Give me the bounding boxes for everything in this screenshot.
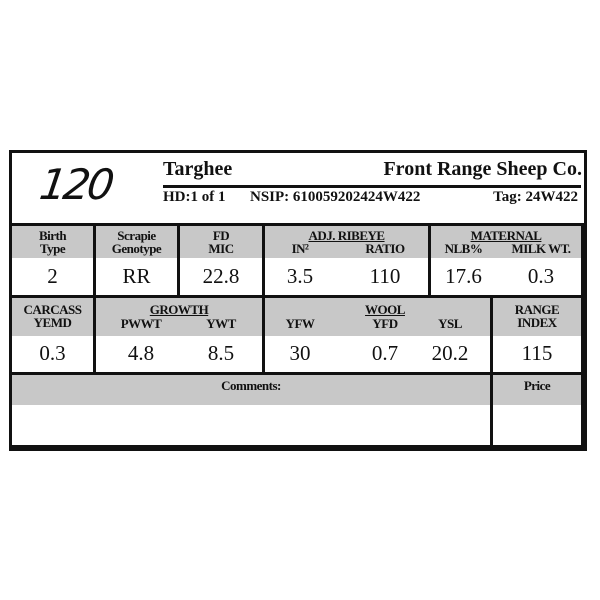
yfw-label: YFW <box>285 316 315 331</box>
nlb-label: NLB% <box>444 241 483 256</box>
fd-mic-value: 22.8 <box>202 264 240 288</box>
growth-group: GROWTH <box>149 302 209 317</box>
in2-value: 3.5 <box>286 264 314 288</box>
scrapie-cell: Scrapie Genotype RR <box>93 223 180 298</box>
wool-cell: WOOL YFW YFD YSL 30 0.7 20.2 <box>262 295 493 375</box>
label: RANGE <box>514 302 560 317</box>
price-label: Price <box>523 378 551 393</box>
ratio-value: 110 <box>369 264 401 288</box>
ywt-label: YWT <box>206 316 236 331</box>
nlb-value: 17.6 <box>445 264 482 288</box>
ysl-label: YSL <box>438 316 462 331</box>
ratio-label: RATIO <box>365 241 405 256</box>
label: Birth <box>38 228 67 243</box>
range-index-value: 115 <box>521 341 553 365</box>
label: YEMD <box>33 315 72 330</box>
carcass-value: 0.3 <box>39 341 66 365</box>
yfd-value: 0.7 <box>371 341 399 365</box>
label: MIC <box>208 241 234 256</box>
ywt-value: 8.5 <box>207 341 235 365</box>
breed: Targhee <box>163 158 233 180</box>
tag: Tag: 24W422 <box>493 189 578 205</box>
growth-cell: GROWTH PWWT YWT 4.8 8.5 <box>93 295 265 375</box>
maternal-cell: MATERNAL NLB% MILK WT. 17.6 0.3 <box>428 223 584 298</box>
ribeye-group: ADJ. RIBEYE <box>308 228 385 243</box>
lot-number: 120 <box>36 160 115 209</box>
wool-group: WOOL <box>365 302 405 317</box>
fd-mic-cell: FD MIC 22.8 <box>177 223 265 298</box>
label: CARCASS <box>23 302 82 317</box>
label: FD <box>212 228 230 243</box>
header-divider <box>163 185 581 188</box>
yfw-value: 30 <box>289 341 311 365</box>
carcass-cell: CARCASS YEMD 0.3 <box>9 295 96 375</box>
comments-cell: Comments: <box>9 372 493 448</box>
milk-label: MILK WT. <box>511 241 571 256</box>
milk-value: 0.3 <box>527 264 555 288</box>
comments-label: Comments: <box>221 378 281 393</box>
pwwt-label: PWWT <box>120 316 162 331</box>
label: INDEX <box>517 315 557 330</box>
birth-type-value: 2 <box>47 264 58 288</box>
in2-label: IN² <box>291 241 309 256</box>
ribeye-cell: ADJ. RIBEYE IN² RATIO 3.5 110 <box>262 223 431 298</box>
ysl-value: 20.2 <box>431 341 469 365</box>
pwwt-value: 4.8 <box>127 341 155 365</box>
hd: HD:1 of 1 <box>163 189 226 205</box>
breeder: Front Range Sheep Co. <box>383 158 582 180</box>
label: Type <box>39 241 66 256</box>
label: Genotype <box>111 241 162 256</box>
birth-type-cell: Birth Type 2 <box>9 223 96 298</box>
nsip: NSIP: 610059202424W422 <box>250 189 421 205</box>
scrapie-value: RR <box>122 264 151 288</box>
price-cell: Price <box>490 372 584 448</box>
label: Scrapie <box>117 228 156 243</box>
yfd-label: YFD <box>372 316 398 331</box>
maternal-group: MATERNAL <box>470 228 542 243</box>
range-index-cell: RANGE INDEX 115 <box>490 295 584 375</box>
